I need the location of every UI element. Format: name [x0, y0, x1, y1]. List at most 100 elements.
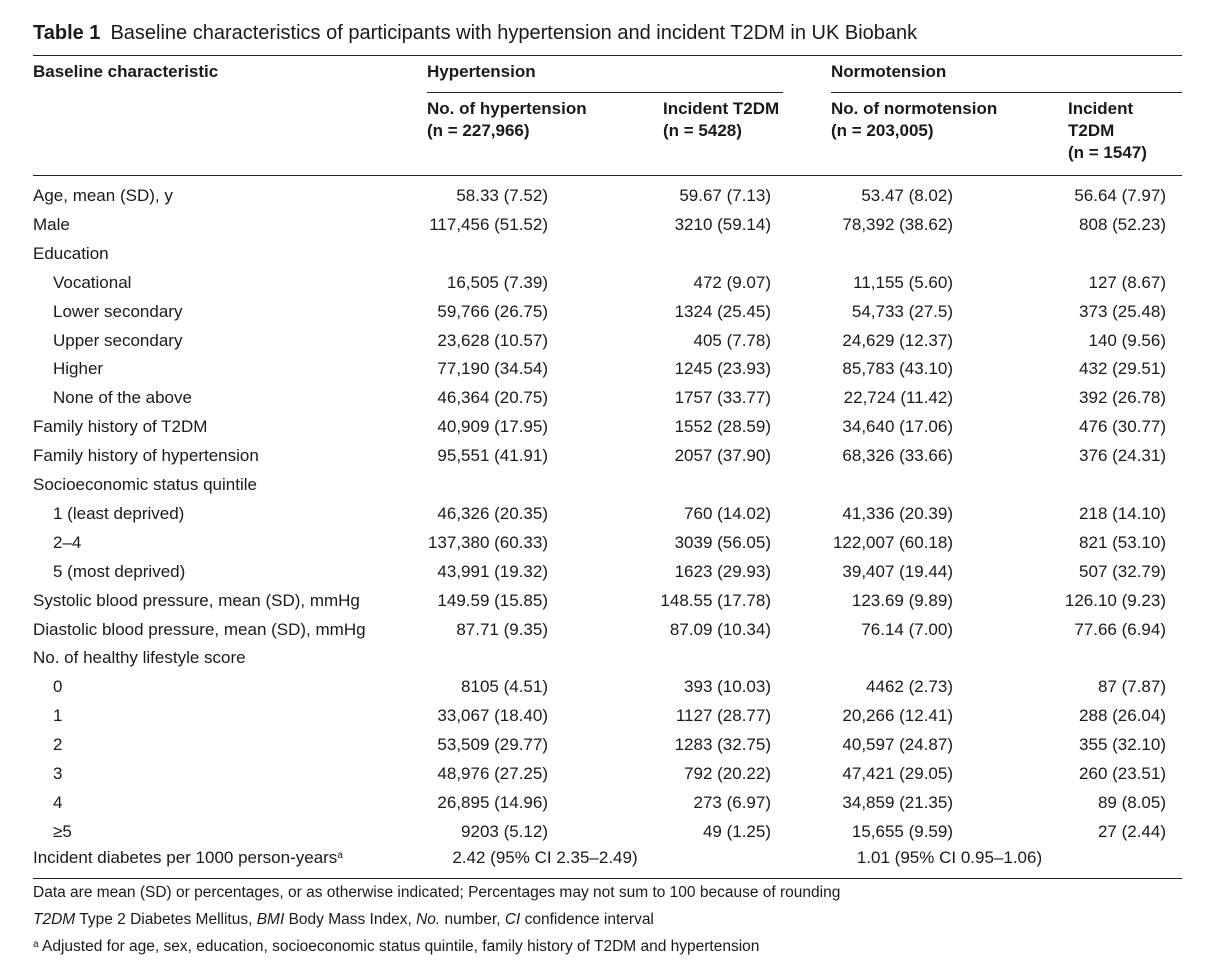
incidence-hypertension: 2.42 (95% CI 2.35–2.49) — [452, 848, 638, 867]
table-cell: 87.09 (10.34) — [669, 619, 771, 639]
row-sublabel: 2–4 — [53, 532, 82, 552]
header-hypertension: Hypertension — [427, 62, 536, 81]
table-cell: 218 (14.10) — [1079, 503, 1166, 523]
abbr-definition: Body Mass Index, — [284, 911, 417, 928]
header-norm-incident-line3: (n = 1547) — [1068, 143, 1147, 162]
row-sublabel: 5 (most deprived) — [53, 561, 186, 581]
table-cell: 20,266 (12.41) — [842, 706, 953, 726]
footnote-a-text: Adjusted for age, sex, education, socioe… — [38, 938, 760, 955]
incidence-row-label-text: Incident diabetes per 1000 person-years — [33, 848, 338, 867]
header-hyp-incident: Incident T2DM (n = 5428) — [663, 98, 779, 142]
table-cell: 54,733 (27.5) — [851, 301, 953, 321]
footnote-abbreviations: T2DM Type 2 Diabetes Mellitus, BMI Body … — [33, 910, 654, 930]
table-cell: 53.47 (8.02) — [861, 186, 953, 205]
table-cell: 1757 (33.77) — [674, 388, 771, 408]
row-label: Family history of hypertension — [33, 446, 259, 466]
table-cell: 392 (26.78) — [1079, 388, 1166, 408]
group-rule-hypertension — [427, 92, 783, 93]
table-cell: 373 (25.48) — [1079, 301, 1166, 321]
abbr-term: BMI — [256, 911, 285, 928]
table-cell: 405 (7.78) — [693, 330, 772, 350]
table-cell: 9203 (5.12) — [461, 821, 548, 841]
abbr-definition: confidence interval — [520, 911, 654, 928]
table-cell: 40,909 (17.95) — [437, 417, 548, 437]
footnote-a: a Adjusted for age, sex, education, soci… — [33, 937, 759, 957]
table-cell: 24,629 (12.37) — [842, 330, 953, 350]
group-rule-normotension — [831, 92, 1182, 93]
header-hyp-count-line2: (n = 227,966) — [427, 121, 530, 140]
row-sublabel: 0 — [53, 677, 63, 697]
header-hyp-incident-line2: (n = 5428) — [663, 121, 742, 140]
table-cell: 117,456 (51.52) — [429, 214, 548, 234]
table-cell: 59,766 (26.75) — [437, 301, 548, 321]
header-rule — [33, 175, 1182, 176]
table-cell: 122,007 (60.18) — [832, 532, 953, 552]
table-cell: 95,551 (41.91) — [437, 446, 548, 466]
table-cell: 808 (52.23) — [1079, 214, 1166, 234]
row-sublabel: ≥5 — [53, 821, 72, 841]
table-cell: 273 (6.97) — [693, 792, 772, 812]
table-cell: 260 (23.51) — [1079, 764, 1166, 783]
row-label: Family history of T2DM — [33, 417, 208, 437]
row-label: Socioeconomic status quintile — [33, 475, 257, 494]
table-cell: 23,628 (10.57) — [437, 330, 548, 350]
header-hyp-count-line1: No. of hypertension — [427, 99, 587, 118]
header-norm-incident: Incident T2DM (n = 1547) — [1068, 98, 1147, 164]
row-sublabel: 3 — [53, 764, 63, 783]
table-cell: 34,640 (17.06) — [842, 417, 953, 437]
row-label: Diastolic blood pressure, mean (SD), mmH… — [33, 619, 366, 639]
table-cell: 476 (30.77) — [1079, 417, 1166, 437]
table-cell: 77,190 (34.54) — [437, 359, 548, 379]
row-sublabel: 1 (least deprived) — [53, 503, 185, 523]
bottom-rule — [33, 878, 1182, 879]
table-cell: 15,655 (9.59) — [851, 821, 953, 841]
row-label: No. of healthy lifestyle score — [33, 648, 246, 668]
table-cell: 39,407 (19.44) — [842, 561, 953, 581]
table-cell: 89 (8.05) — [1097, 792, 1166, 812]
table-cell: 85,783 (43.10) — [842, 359, 953, 379]
table-cell: 472 (9.07) — [693, 272, 772, 292]
incidence-row-label: Incident diabetes per 1000 person-yearsa — [33, 847, 343, 869]
row-sublabel: Higher — [53, 359, 104, 379]
abbr-definition: Type 2 Diabetes Mellitus, — [75, 911, 257, 928]
table-cell: 87 (7.87) — [1097, 677, 1166, 697]
row-sublabel: Vocational — [53, 272, 132, 292]
table-cell: 3210 (59.14) — [674, 214, 771, 234]
table-cell: 49 (1.25) — [702, 821, 771, 841]
table-cell: 507 (32.79) — [1079, 561, 1166, 581]
table-cell: 432 (29.51) — [1079, 359, 1166, 379]
row-label: Age, mean (SD), y — [33, 186, 173, 205]
row-label: Systolic blood pressure, mean (SD), mmHg — [33, 590, 360, 610]
table-cell: 149.59 (15.85) — [437, 590, 548, 610]
table-cell: 376 (24.31) — [1079, 446, 1166, 466]
table-cell: 2057 (37.90) — [674, 446, 771, 466]
table-cell: 41,336 (20.39) — [842, 503, 953, 523]
header-norm-incident-line1: Incident — [1068, 99, 1134, 118]
table-cell: 16,505 (7.39) — [446, 272, 548, 292]
table-cell: 126.10 (9.23) — [1064, 590, 1166, 610]
table-cell: 760 (14.02) — [684, 503, 771, 523]
header-normotension: Normotension — [831, 62, 947, 81]
row-label: Education — [33, 243, 109, 263]
table-cell: 4462 (2.73) — [866, 677, 953, 697]
header-hyp-count: No. of hypertension (n = 227,966) — [427, 98, 587, 142]
abbr-definition: number, — [440, 911, 505, 928]
table-cell: 127 (8.67) — [1088, 272, 1167, 292]
incidence-normotension: 1.01 (95% CI 0.95–1.06) — [856, 848, 1043, 867]
header-norm-count-line1: No. of normotension — [831, 99, 998, 118]
table-cell: 148.55 (17.78) — [660, 590, 771, 610]
header-norm-count: No. of normotension (n = 203,005) — [831, 98, 997, 142]
table-cell: 11,155 (5.60) — [853, 272, 953, 292]
table-cell: 3039 (56.05) — [674, 532, 771, 552]
table-cell: 123.69 (9.89) — [851, 590, 953, 610]
table-cell: 1283 (32.75) — [674, 735, 771, 755]
table-cell: 137,380 (60.33) — [427, 532, 548, 552]
table-cell: 47,421 (29.05) — [842, 764, 953, 783]
table-cell: 140 (9.56) — [1088, 330, 1167, 350]
header-hyp-incident-line1: Incident T2DM — [663, 99, 780, 118]
table-cell: 8105 (4.51) — [461, 677, 548, 697]
table-cell: 821 (53.10) — [1079, 532, 1166, 552]
table-cell: 76.14 (7.00) — [861, 619, 953, 639]
table-cell: 78,392 (38.62) — [842, 214, 953, 234]
footnote-marker-a: a — [337, 850, 343, 861]
